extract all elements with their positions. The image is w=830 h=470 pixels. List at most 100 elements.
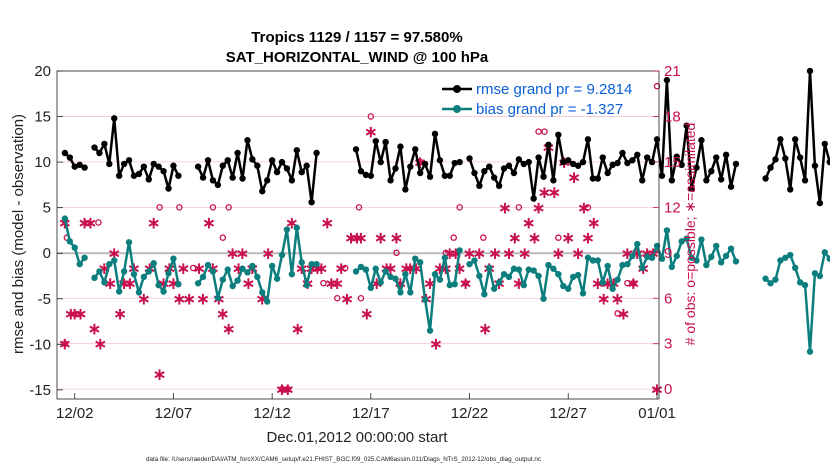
rmse-point-96 — [535, 154, 542, 161]
rmse-point-135 — [727, 183, 735, 190]
rmse-line-segment-1 — [93, 117, 180, 190]
rmse-point-132 — [713, 154, 720, 161]
rmse-point-151 — [806, 67, 814, 75]
rmse-point-47 — [293, 147, 301, 154]
obs-assimilated-point-82: ∗ — [488, 244, 502, 263]
obs-assimilated-point-0: ∗ — [58, 335, 72, 354]
obs-assimilated-point-35: ∗ — [235, 244, 249, 263]
obs-assimilated-point-71: ∗ — [429, 335, 443, 354]
bias-point-37 — [244, 269, 251, 276]
rmse-point-89 — [500, 165, 508, 172]
rmse-point-10 — [111, 115, 118, 122]
bias-point-8 — [101, 279, 108, 286]
obs-possible-point-22 — [462, 279, 469, 287]
bias-point-3 — [76, 260, 83, 268]
obs-possible-point-31 — [624, 279, 631, 287]
obs-assimilated-point-104: ∗ — [597, 289, 611, 308]
rmse-point-103 — [569, 160, 577, 168]
chart-subtitle: SAT_HORIZONTAL_WIND @ 100 hPa — [226, 49, 489, 66]
obs-possible-point-24 — [515, 204, 523, 211]
rmse-point-100 — [555, 131, 562, 138]
y-right-tick-label-2: 6 — [664, 290, 672, 307]
bias-point-125 — [678, 238, 685, 245]
bias-point-45 — [283, 226, 291, 233]
y-right-tick-label-4: 12 — [664, 199, 681, 216]
y-axis-label-left: rmse and bias (model - observation) — [10, 114, 27, 354]
rmse-point-142 — [762, 175, 769, 182]
obs-assimilated-point-27: ∗ — [196, 289, 210, 308]
bias-point-71 — [412, 255, 419, 262]
bias-point-43 — [273, 275, 281, 282]
bias-point-98 — [545, 261, 552, 269]
y-left-tick-label-1: -10 — [29, 336, 51, 353]
bias-point-99 — [550, 265, 557, 272]
obs-assimilated-point-12: ∗ — [113, 304, 127, 323]
bias-point-4 — [81, 254, 88, 261]
bias-point-152 — [811, 270, 819, 277]
rmse-point-60 — [357, 168, 365, 175]
x-tick-label-1: 12/07 — [155, 405, 193, 422]
rmse-point-33 — [224, 157, 231, 164]
obs-possible-point-30 — [614, 310, 621, 317]
bias-point-18 — [150, 260, 157, 267]
bias-point-28 — [199, 273, 207, 281]
rmse-point-129 — [698, 137, 705, 144]
obs-possible-point-11 — [320, 279, 327, 287]
y-right-tick-label-1: 3 — [664, 336, 672, 353]
obs-assimilated-point-50: ∗ — [324, 274, 338, 293]
bias-point-27 — [194, 280, 202, 287]
rmse-point-121 — [658, 172, 666, 179]
rmse-point-17 — [145, 176, 152, 183]
rmse-point-87 — [490, 174, 498, 181]
bias-point-2 — [71, 244, 78, 251]
rmse-point-111 — [609, 161, 616, 169]
rmse-point-101 — [560, 158, 567, 166]
obs-possible-point-10 — [284, 385, 292, 393]
rmse-point-62 — [367, 172, 375, 179]
bias-point-63 — [372, 265, 379, 272]
bias-point-124 — [673, 252, 680, 260]
y-right-tick-label-3: 9 — [664, 245, 672, 262]
obs-assimilated-point-85: ∗ — [502, 244, 516, 263]
bias-point-48 — [298, 259, 305, 266]
bias-point-111 — [609, 285, 616, 292]
y-left-tick-label-7: 20 — [34, 63, 51, 80]
obs-assimilated-point-94: ∗ — [547, 183, 561, 202]
bias-point-101 — [560, 282, 567, 290]
bias-point-155 — [826, 255, 830, 262]
bias-point-61 — [362, 266, 370, 273]
obs-count-layer: ∗∗∗∗∗∗∗∗∗∗∗∗∗∗∗∗∗∗∗∗∗∗∗∗∗∗∗∗∗∗∗∗∗∗∗∗∗∗∗∗… — [58, 82, 664, 399]
obs-assimilated-point-4: ∗ — [74, 304, 88, 323]
rmse-point-119 — [648, 158, 656, 166]
rmse-point-31 — [214, 181, 222, 189]
rmse-point-125 — [678, 161, 685, 169]
obs-assimilated-point-19: ∗ — [153, 365, 167, 384]
bias-point-17 — [145, 268, 152, 275]
bias-line-segment-3 — [355, 250, 461, 332]
rmse-point-4 — [81, 164, 88, 171]
rmse-point-92 — [515, 156, 523, 163]
bias-point-67 — [392, 275, 399, 282]
obs-assimilated-point-100: ∗ — [577, 198, 591, 217]
rmse-point-16 — [140, 163, 148, 170]
bias-point-77 — [441, 254, 449, 261]
rmse-point-133 — [717, 176, 725, 183]
y-left-tick-label-4: 5 — [43, 200, 51, 217]
bias-point-103 — [569, 273, 577, 281]
bias-point-142 — [762, 275, 769, 282]
rmse-point-77 — [441, 172, 449, 179]
rmse-point-41 — [264, 177, 271, 184]
obs-possible-point-6 — [209, 204, 217, 211]
y-left-tick-label-5: 10 — [34, 154, 51, 171]
bias-line-segment-5 — [764, 251, 830, 353]
obs-assimilated-point-90: ∗ — [528, 229, 542, 248]
rmse-point-76 — [436, 157, 444, 164]
rmse-point-149 — [796, 154, 804, 161]
rmse-point-50 — [308, 199, 315, 206]
y-left-tick-label-3: 0 — [43, 245, 51, 262]
rmse-point-8 — [101, 140, 108, 148]
bias-point-62 — [367, 284, 375, 292]
bias-point-121 — [658, 255, 666, 262]
rmse-point-34 — [229, 174, 236, 181]
rmse-point-95 — [530, 195, 537, 202]
